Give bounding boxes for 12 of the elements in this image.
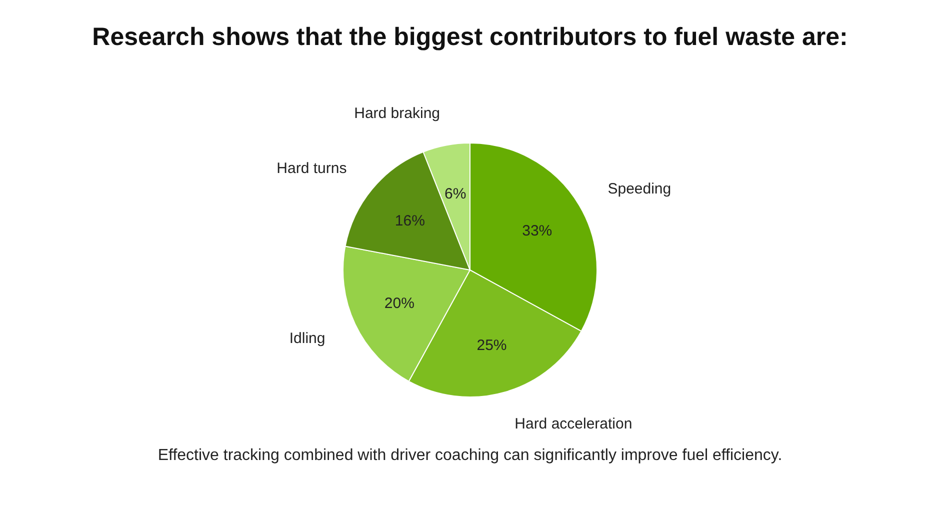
slice-label: Hard turns (276, 160, 347, 178)
slice-label: Hard braking (354, 104, 440, 122)
data-label: 6% (444, 185, 466, 202)
slice-label: Idling (289, 330, 326, 348)
data-label: 25% (476, 336, 507, 354)
data-label: 16% (394, 212, 425, 230)
chart-title: Research shows that the biggest contributors to fuel waste are: (92, 23, 848, 51)
data-label: 20% (384, 295, 414, 312)
slice-label: Speeding (608, 180, 672, 198)
slice-label: Hard acceleration (514, 416, 632, 433)
text: Effective tracking combined with driver coaching can significantly improve fuel efficiency. (158, 447, 782, 464)
data-label: 33% (522, 222, 552, 240)
